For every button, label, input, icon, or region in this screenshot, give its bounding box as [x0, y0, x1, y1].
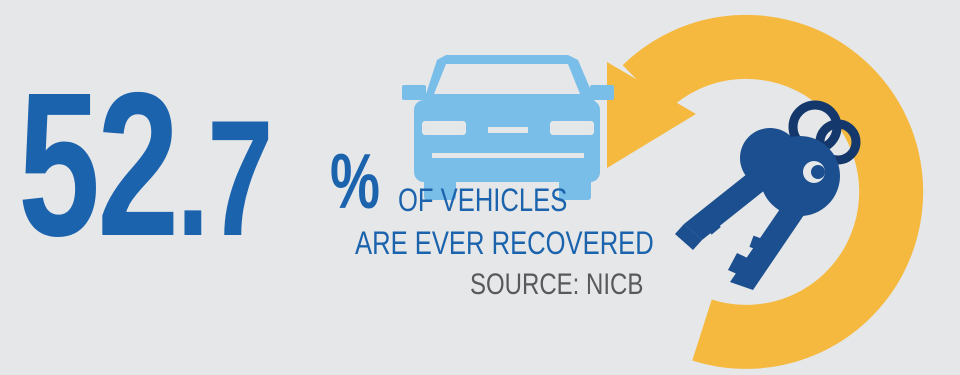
- car-icon: [402, 55, 614, 200]
- keys-icon: [675, 100, 861, 290]
- stat-percent-sign: %: [330, 137, 380, 225]
- stat-integer: 52: [18, 50, 179, 279]
- caption-line-1: OF VEHICLES: [398, 182, 568, 218]
- arrow-head-icon: [607, 62, 696, 168]
- key-icon: [728, 136, 840, 290]
- stat-decimal: .7: [176, 86, 273, 270]
- caption-line-2: ARE EVER RECOVERED: [355, 225, 654, 261]
- circular-arrow-icon: [607, 14, 924, 369]
- source-citation: SOURCE: NICB: [470, 268, 644, 301]
- stat-value: 52.7: [18, 62, 273, 270]
